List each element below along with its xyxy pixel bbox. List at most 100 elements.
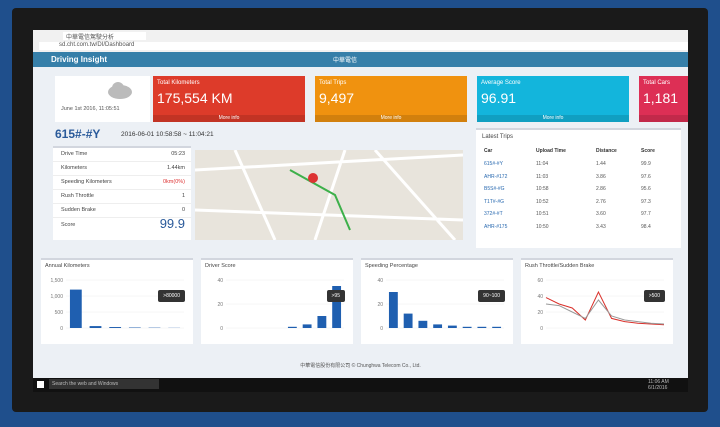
- chart: 0 500 1,000 1,500: [50, 278, 184, 332]
- chart-title: Driver Score: [205, 263, 236, 269]
- stat-box: Total Kilometers 175,554 KM More info: [153, 76, 305, 122]
- plate: 615#-#Y: [55, 127, 101, 141]
- cell[interactable]: 372#-#T: [484, 211, 503, 217]
- more-info[interactable]: More info: [639, 115, 688, 122]
- chart-panel: Rush Throttle/Sudden Brake 0 20 40 60 >500: [521, 258, 673, 344]
- metric-value: 0km(0%): [162, 179, 185, 185]
- tooltip: >80000: [158, 290, 185, 302]
- tooltip: >95: [326, 290, 345, 302]
- latest-trips: Latest Trips Car Upload Time Distance Score…: [476, 128, 681, 248]
- stat-box: Total Trips 9,497 More info: [315, 76, 467, 122]
- more-info[interactable]: More info: [477, 115, 629, 122]
- screen: 中華電信駕駛分析 sd.cht.com.tw/DI/Dashboard Driv…: [33, 30, 688, 392]
- cell: 3.60: [596, 211, 606, 217]
- app-title[interactable]: Driving Insight: [51, 55, 107, 64]
- stat-box: Average Score 96.91 More info: [477, 76, 629, 122]
- bar: [403, 313, 413, 328]
- y-tick-label: 60: [537, 278, 543, 284]
- cell: 11:04: [536, 161, 549, 167]
- metric-value: 1: [181, 193, 185, 199]
- bar: [302, 324, 312, 328]
- y-tick-label: 40: [217, 278, 223, 284]
- bar: [69, 289, 82, 328]
- cell[interactable]: B5S#-#G: [484, 186, 505, 192]
- metric-value: 05:23: [171, 151, 185, 157]
- address-bar[interactable]: sd.cht.com.tw/DI/Dashboard: [39, 42, 688, 50]
- y-tick-label: 0: [540, 326, 543, 332]
- bar: [317, 316, 327, 328]
- map-drawing: [194, 149, 464, 241]
- score: 99.9: [159, 216, 185, 231]
- bar: [492, 326, 502, 328]
- cell: 99.9: [641, 161, 651, 167]
- y-tick-label: 40: [377, 278, 383, 284]
- stat-value: 9,497: [319, 90, 355, 106]
- weather-box: June 1st 2016, 11:05:51: [55, 76, 150, 122]
- bar: [462, 326, 472, 328]
- cell: 2.86: [596, 186, 606, 192]
- date: 6/1/2016: [648, 385, 668, 391]
- tab[interactable]: 中華電信駕駛分析: [63, 32, 146, 41]
- y-tick-label: 20: [537, 310, 543, 316]
- metric-label: Sudden Brake: [61, 207, 96, 213]
- y-tick-label: 0: [380, 326, 383, 332]
- line: [545, 299, 665, 325]
- cell: 95.6: [641, 186, 651, 192]
- chart: 0 20 40: [377, 278, 504, 332]
- column-header: Upload Time: [536, 148, 566, 154]
- more-info[interactable]: More info: [153, 115, 305, 122]
- stat-label: Total Cars: [643, 80, 671, 86]
- date: June 1st 2016, 11:05:51: [61, 106, 120, 112]
- cell[interactable]: T1T#-#G: [484, 198, 505, 205]
- bar: [332, 286, 342, 328]
- bar: [89, 326, 102, 328]
- metric-row: Drive Time 05:23: [53, 148, 191, 162]
- cell[interactable]: AHR-#175: [484, 223, 508, 230]
- chart-panel: Speeding Percentage 0 20 40 90~100: [361, 258, 513, 344]
- more-info[interactable]: More info: [315, 115, 467, 122]
- cell[interactable]: 615#-#Y: [484, 161, 503, 167]
- cell: 1.44: [596, 161, 606, 167]
- search-box[interactable]: Search the web and Windows: [49, 379, 159, 389]
- chart: 0 20 40 60: [537, 278, 665, 332]
- bar: [477, 326, 487, 328]
- y-tick-label: 20: [217, 302, 223, 308]
- start-button[interactable]: [37, 381, 44, 388]
- y-tick-label: 0: [60, 326, 63, 332]
- cell: 3.86: [596, 173, 606, 180]
- bar: [388, 292, 398, 328]
- y-tick-label: 500: [55, 310, 64, 316]
- vehicle-panel: 615#-#Y 2016-06-01 10:58:58 ~ 11:04:21 D…: [51, 124, 469, 246]
- metrics: Drive Time 05:23 Kilometers 1.44km Speeding …: [53, 146, 191, 240]
- stat-label: Average Score: [481, 80, 521, 86]
- tooltip: 90~100: [478, 290, 505, 302]
- metric-value: 1.44km: [166, 165, 185, 171]
- stat-label: Total Kilometers: [157, 80, 200, 86]
- clock: 11:06 AM: [648, 379, 669, 385]
- stat-box: Total Cars 1,181 More info: [639, 76, 688, 122]
- chart: 0 20 40: [217, 278, 344, 332]
- line: [545, 290, 665, 326]
- cell[interactable]: AHR-#172: [484, 173, 508, 180]
- trips-title: Latest Trips: [482, 134, 514, 140]
- cell: 98.4: [641, 223, 651, 230]
- browser-chrome: 中華電信駕駛分析 sd.cht.com.tw/DI/Dashboard: [33, 30, 688, 53]
- bar: [433, 324, 443, 328]
- metric-row: Sudden Brake 0: [53, 204, 191, 218]
- bar: [418, 320, 428, 328]
- y-tick-label: 20: [377, 302, 383, 308]
- app-header: Driving Insight 中華電信: [33, 52, 688, 67]
- bar: [109, 327, 122, 328]
- y-tick-label: 40: [537, 294, 543, 300]
- chart-panel: Driver Score 0 20 40 >95: [201, 258, 353, 344]
- period: 2016-06-01 10:58:58 ~ 11:04:21: [121, 131, 214, 138]
- metric-row: Kilometers 1.44km: [53, 162, 191, 176]
- map[interactable]: [194, 149, 464, 241]
- cell: 3.43: [596, 223, 606, 230]
- metric-label: Kilometers: [61, 165, 87, 171]
- metric-label: Rush Throttle: [61, 193, 94, 199]
- metric-row: Speeding Kilometers 0km(0%): [53, 176, 191, 190]
- y-tick-label: 1,000: [50, 294, 63, 300]
- footer: 中華電信股份有限公司 © Chunghwa Telecom Co., Ltd.: [300, 363, 421, 369]
